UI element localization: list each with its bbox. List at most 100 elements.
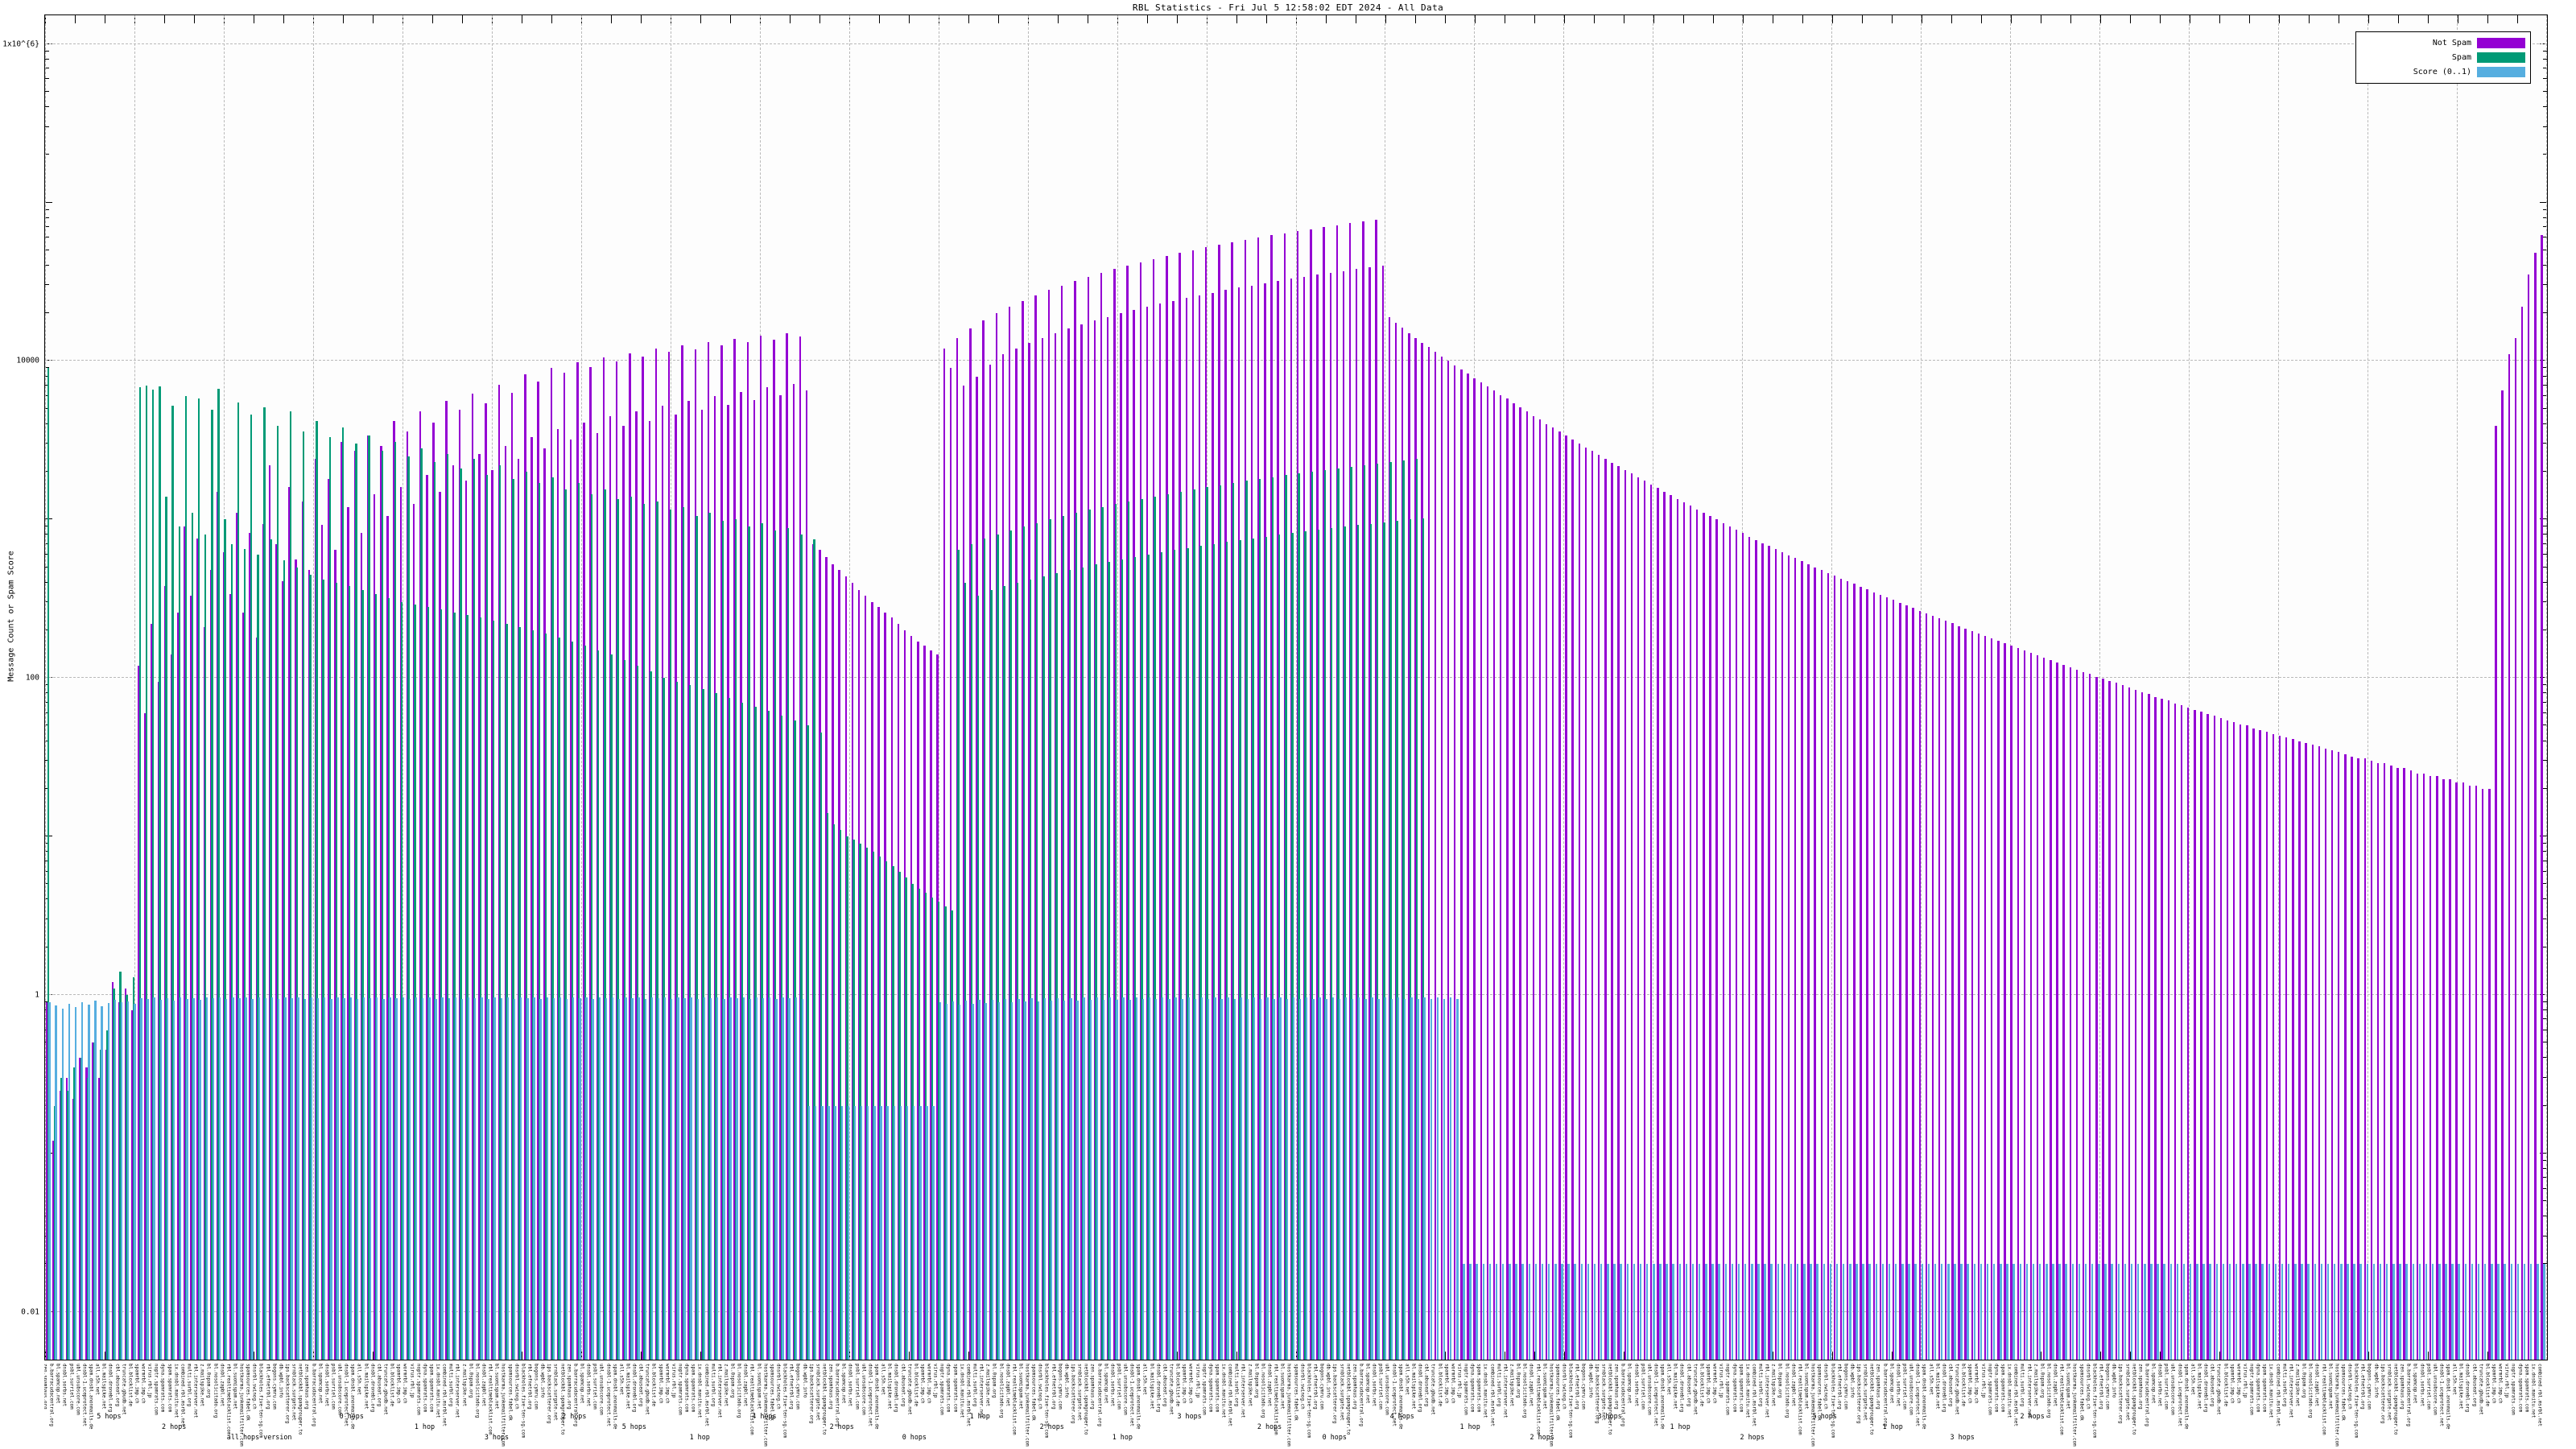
bar	[389, 997, 391, 1360]
bar	[1396, 521, 1398, 1360]
bar	[2252, 728, 2255, 1360]
bar	[1571, 439, 1574, 1360]
x-group-label: 1 hop	[1670, 1422, 1690, 1430]
x-tick-label: noptr.spamrats.com	[677, 1364, 683, 1415]
bar	[2514, 337, 2517, 1360]
bar	[180, 997, 182, 1360]
bar	[336, 997, 339, 1360]
x-tick-label: bogons.cymru.com	[533, 1364, 539, 1410]
bar	[1964, 628, 1967, 1360]
bar	[957, 550, 960, 1360]
x-tick-label: zen.spamhaus.org	[828, 1364, 834, 1410]
bar	[420, 448, 423, 1360]
x-tick-label: bl.mailspike.net	[625, 1364, 631, 1410]
bar	[976, 376, 978, 1360]
bar	[1377, 999, 1380, 1360]
bar	[635, 411, 638, 1360]
x-tick-label: psbl.surriel.com	[592, 1364, 599, 1410]
bar	[1292, 997, 1295, 1360]
x-tick-label: rbl.realtimeblacklist.com	[1797, 1364, 1803, 1435]
bar	[1194, 999, 1197, 1360]
bar	[1879, 594, 1882, 1360]
x-tick-label: dyna.spamrats.com	[422, 1364, 428, 1413]
bar	[910, 635, 913, 1360]
bar	[1214, 997, 1216, 1360]
bar	[1613, 1264, 1616, 1360]
x-group-label: 1 hop	[969, 1412, 990, 1420]
bar	[1403, 999, 1406, 1360]
bar	[2036, 655, 2039, 1360]
x-tick-label: rbl.interserver.net	[2288, 1364, 2294, 1418]
x-tick-label: psbl.surriel.com	[68, 1364, 75, 1410]
x-tick-label: psbl.surriel.com	[1116, 1364, 1122, 1410]
x-tick-label: blackholes.five-ten-sg.com	[782, 1364, 789, 1439]
legend-label-score: Score (0..1)	[2413, 68, 2471, 76]
bar	[191, 513, 194, 1360]
x-group-label: all hops version	[226, 1433, 292, 1441]
bar	[1810, 1264, 1812, 1360]
x-group-label: 1 hop	[1459, 1422, 1480, 1430]
bar	[898, 871, 901, 1360]
x-group-label: 5 hops	[97, 1412, 122, 1420]
bar	[1298, 999, 1302, 1360]
bar	[120, 1001, 123, 1360]
bar	[1427, 347, 1430, 1360]
bar	[605, 998, 608, 1360]
bar	[629, 353, 631, 1360]
bar	[623, 659, 626, 1360]
x-tick-label: netblockbl.spamgrouper.to	[2392, 1364, 2399, 1435]
bar	[1075, 513, 1078, 1360]
bar	[2069, 667, 2072, 1360]
bar	[1001, 354, 1005, 1360]
bar	[1722, 522, 1724, 1360]
bar	[165, 496, 167, 1360]
bar	[1356, 525, 1359, 1360]
bar	[742, 997, 745, 1360]
bar	[479, 617, 482, 1360]
x-tick-label: bl.spamcop.net	[1626, 1364, 1633, 1404]
bar	[589, 366, 592, 1360]
x-tick-label: psbl.surriel.com	[1640, 1364, 1646, 1410]
x-tick-label: cbl.abuseat.org	[1162, 1364, 1168, 1407]
y-axis-title: Message Count or Spam Score	[6, 551, 16, 682]
bar	[919, 1105, 922, 1360]
bar	[1018, 999, 1020, 1360]
x-tick-label: db.wpbl.info	[1587, 1364, 1594, 1398]
bar	[1381, 265, 1384, 1360]
bar	[727, 404, 729, 1360]
bar	[972, 1003, 974, 1360]
bar	[1198, 295, 1201, 1360]
bar	[2032, 1264, 2035, 1360]
bar	[1519, 407, 1521, 1360]
bar	[159, 1000, 163, 1360]
x-tick-label: netblockbl.spamgrouper.to	[1607, 1364, 1613, 1435]
bar	[1191, 250, 1195, 1360]
bar	[2359, 1264, 2362, 1360]
bar	[1921, 1264, 1923, 1360]
bar	[1990, 638, 1993, 1360]
grid-line-v	[1027, 15, 1029, 1360]
bar	[2046, 1264, 2048, 1360]
x-tick-label: dnsbl.sorbs.net	[1371, 1364, 1378, 1407]
bar	[1515, 1264, 1517, 1360]
bar	[2298, 741, 2301, 1360]
x-group-label: 0 hops	[902, 1433, 927, 1441]
bar	[969, 328, 972, 1360]
bar	[2491, 1264, 2493, 1360]
x-tick-label: rbl.interserver.net	[978, 1364, 985, 1418]
bar	[2516, 1264, 2520, 1360]
bar	[72, 1099, 75, 1360]
bar	[2202, 1264, 2205, 1360]
bar	[380, 446, 382, 1360]
bar	[316, 420, 318, 1360]
bar	[642, 357, 644, 1360]
bar	[860, 1105, 863, 1360]
x-tick-label: virus.rbl.jp	[147, 1364, 154, 1398]
bar	[1899, 602, 1901, 1360]
bar	[539, 999, 542, 1360]
bar	[1862, 1264, 1864, 1360]
bar	[1561, 1264, 1563, 1360]
bar	[1768, 546, 1770, 1360]
bar	[491, 469, 493, 1360]
bar	[682, 506, 685, 1360]
